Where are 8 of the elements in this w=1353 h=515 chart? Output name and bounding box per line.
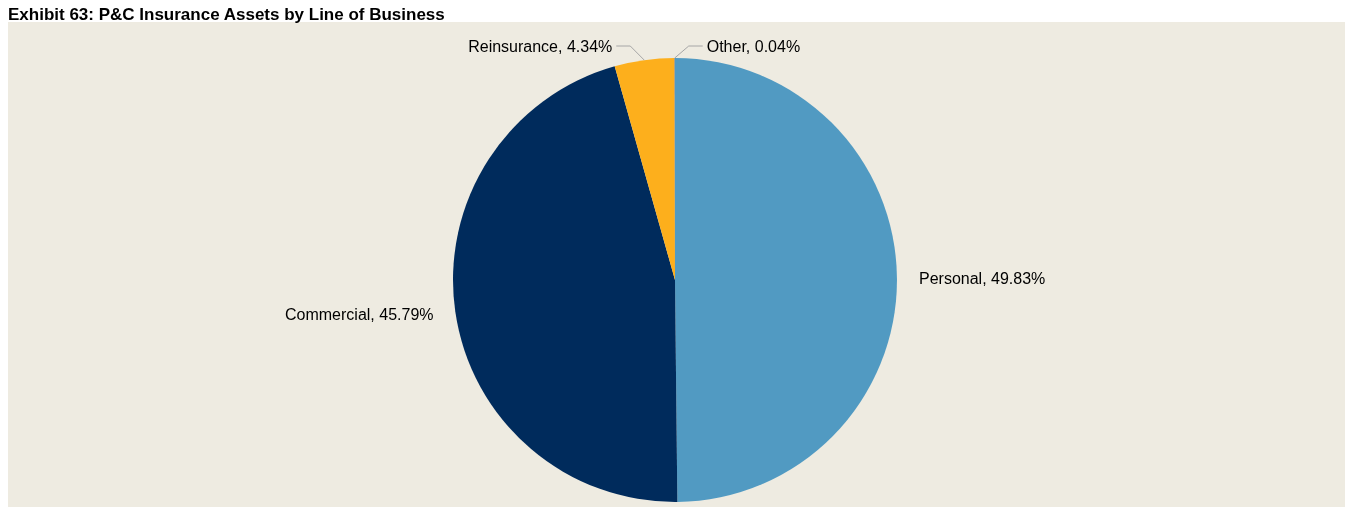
slice-label: Commercial, 45.79% [284, 306, 434, 324]
pie-slice [614, 58, 675, 280]
pie-slice [675, 58, 897, 502]
slice-label: Reinsurance, 4.34% [468, 37, 613, 55]
slice-label: Personal, 49.83% [919, 270, 1046, 288]
chart-title: Exhibit 63: P&C Insurance Assets by Line of Business [8, 5, 445, 24]
pie-slice [453, 66, 678, 502]
slice-label: Other, 0.04% [706, 37, 801, 55]
